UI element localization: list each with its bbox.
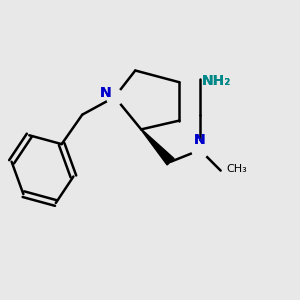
Circle shape bbox=[106, 89, 123, 105]
Text: NH₂: NH₂ bbox=[202, 74, 231, 88]
Circle shape bbox=[204, 70, 223, 89]
Text: N: N bbox=[100, 86, 112, 100]
Polygon shape bbox=[141, 129, 174, 165]
Text: NH₂: NH₂ bbox=[202, 74, 231, 88]
Text: N: N bbox=[100, 86, 112, 100]
Text: N: N bbox=[194, 133, 206, 147]
Text: N: N bbox=[194, 133, 206, 147]
Circle shape bbox=[192, 142, 208, 158]
Text: CH₃: CH₃ bbox=[226, 164, 247, 174]
